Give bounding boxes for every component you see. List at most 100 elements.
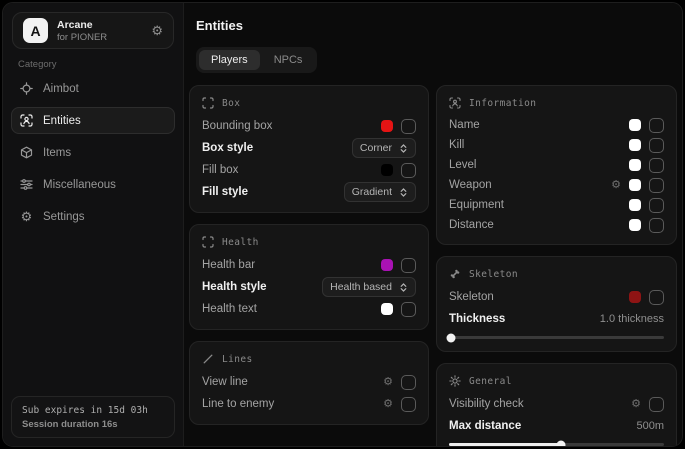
subscription-info-card: Sub expires in 15d 03h Session duration … — [11, 396, 175, 438]
sidebar-item-entities[interactable]: Entities — [11, 107, 175, 134]
panel-title: General — [469, 375, 512, 387]
setting-row-name: Name — [449, 115, 664, 135]
corner-brackets-icon — [202, 97, 214, 109]
color-swatch[interactable] — [381, 259, 393, 271]
panel-title: Skeleton — [469, 268, 518, 280]
health-bar-checkbox[interactable] — [401, 257, 416, 273]
sidebar-item-label: Settings — [43, 210, 85, 223]
kill-checkbox[interactable] — [649, 137, 664, 153]
gear-icon: ⚙ — [20, 209, 33, 224]
color-swatch[interactable] — [381, 164, 393, 176]
box-style-dropdown[interactable]: Corner — [351, 138, 416, 158]
setting-row-skeleton: Skeleton — [449, 286, 664, 308]
gear-icon[interactable]: ⚙ — [631, 397, 641, 410]
sidebar-item-label: Miscellaneous — [43, 178, 116, 191]
sidebar: A Arcane for PIONER ⚙ Category Aimbot — [3, 3, 184, 446]
sliders-icon — [20, 178, 33, 191]
bounding-box-checkbox[interactable] — [401, 118, 416, 134]
category-label: Category — [18, 59, 57, 70]
panel-lines: Lines View line ⚙ Line to enemy ⚙ — [189, 341, 429, 425]
color-swatch[interactable] — [629, 179, 641, 191]
setting-row-thickness: Thickness 1.0 thickness — [449, 313, 664, 325]
max-distance-slider[interactable] — [449, 440, 664, 446]
setting-row-health-bar: Health bar — [202, 254, 416, 276]
unfold-icon — [399, 187, 408, 197]
sidebar-nav: Aimbot Entities — [11, 75, 175, 230]
column-right: Information Name Kill — [436, 85, 677, 446]
view-line-checkbox[interactable] — [401, 374, 416, 390]
color-swatch[interactable] — [381, 303, 393, 315]
sidebar-item-settings[interactable]: ⚙ Settings — [11, 203, 175, 230]
fill-box-checkbox[interactable] — [401, 162, 416, 178]
panel-skeleton: Skeleton Skeleton Thickness 1.0 thicknes… — [436, 256, 677, 352]
color-swatch[interactable] — [629, 119, 641, 131]
gear-icon[interactable]: ⚙ — [383, 397, 393, 410]
panel-box-header: Box — [202, 94, 416, 112]
fill-style-dropdown[interactable]: Gradient — [343, 182, 416, 202]
panel-information-header: Information — [449, 94, 664, 112]
diagonal-line-icon — [202, 353, 214, 365]
entity-type-tabs: Players NPCs — [196, 47, 318, 73]
equipment-checkbox[interactable] — [649, 197, 664, 213]
thickness-slider[interactable] — [446, 333, 664, 342]
name-checkbox[interactable] — [649, 117, 664, 133]
panel-title: Box — [222, 97, 241, 109]
color-swatch[interactable] — [629, 159, 641, 171]
slider-thumb[interactable] — [556, 440, 566, 446]
color-swatch[interactable] — [629, 199, 641, 211]
color-swatch[interactable] — [629, 291, 641, 303]
panel-general: General Visibility check ⚙ Max distance … — [436, 363, 677, 446]
gear-icon[interactable]: ⚙ — [611, 178, 621, 191]
slider-track[interactable] — [449, 336, 664, 339]
sidebar-item-label: Aimbot — [43, 82, 79, 95]
panel-title: Lines — [222, 353, 253, 365]
panel-information: Information Name Kill — [436, 85, 677, 245]
app-subtitle: for PIONER — [57, 31, 108, 43]
color-swatch[interactable] — [381, 120, 393, 132]
gear-icon[interactable]: ⚙ — [151, 23, 163, 38]
page-title: Entities — [196, 18, 243, 33]
sidebar-item-items[interactable]: Items — [11, 139, 175, 166]
color-swatch[interactable] — [629, 139, 641, 151]
scan-person-icon — [449, 97, 461, 109]
color-swatch[interactable] — [629, 219, 641, 231]
corner-brackets-icon — [202, 236, 214, 248]
tab-npcs[interactable]: NPCs — [273, 54, 303, 66]
unfold-icon — [399, 143, 408, 153]
max-distance-value: 500m — [636, 420, 664, 432]
setting-row-level: Level — [449, 155, 664, 175]
health-text-checkbox[interactable] — [401, 301, 416, 317]
slider-thumb[interactable] — [446, 333, 456, 342]
scan-person-icon — [20, 114, 33, 127]
sidebar-item-miscellaneous[interactable]: Miscellaneous — [11, 171, 175, 198]
setting-row-equipment: Equipment — [449, 195, 664, 215]
setting-row-health-style: Health style Health based — [202, 276, 416, 298]
sidebar-item-label: Entities — [43, 114, 81, 127]
unfold-icon — [399, 282, 408, 292]
app-name: Arcane — [57, 18, 93, 31]
gear-icon[interactable]: ⚙ — [383, 375, 393, 388]
line-to-enemy-checkbox[interactable] — [401, 396, 416, 412]
setting-row-fill-box: Fill box — [202, 159, 416, 181]
setting-row-view-line: View line ⚙ — [202, 371, 416, 393]
level-checkbox[interactable] — [649, 157, 664, 173]
health-style-dropdown[interactable]: Health based — [322, 277, 416, 297]
skeleton-checkbox[interactable] — [649, 289, 664, 305]
sub-expiry-text: Sub expires in 15d 03h — [22, 405, 148, 416]
tab-players[interactable]: Players — [199, 50, 260, 70]
setting-row-line-to-enemy: Line to enemy ⚙ — [202, 393, 416, 415]
setting-row-kill: Kill — [449, 135, 664, 155]
setting-row-fill-style: Fill style Gradient — [202, 181, 416, 203]
sidebar-item-aimbot[interactable]: Aimbot — [11, 75, 175, 102]
setting-row-box-style: Box style Corner — [202, 137, 416, 159]
package-icon — [20, 146, 33, 159]
weapon-checkbox[interactable] — [649, 177, 664, 193]
distance-checkbox[interactable] — [649, 217, 664, 233]
setting-row-visibility-check: Visibility check ⚙ — [449, 393, 664, 415]
session-duration-text: Session duration 16s — [22, 419, 118, 430]
panel-lines-header: Lines — [202, 350, 416, 368]
setting-row-max-distance: Max distance 500m — [449, 420, 664, 432]
sun-icon — [449, 375, 461, 387]
visibility-check-checkbox[interactable] — [649, 396, 664, 412]
